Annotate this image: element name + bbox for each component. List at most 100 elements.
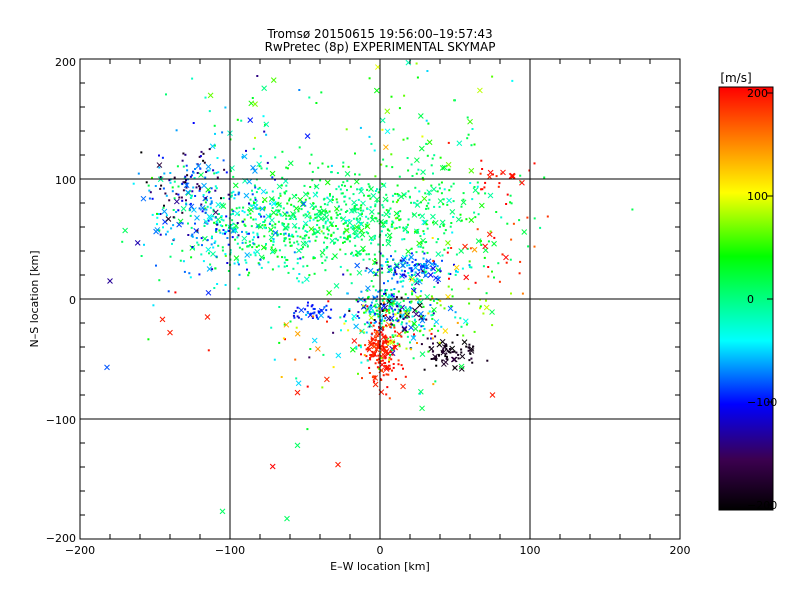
scatter-point (343, 184, 346, 187)
scatter-point (360, 187, 363, 190)
scatter-point (368, 325, 371, 328)
scatter-point (285, 184, 288, 187)
scatter-point (381, 214, 384, 217)
scatter-point (349, 273, 352, 276)
scatter-point-x (319, 249, 326, 256)
scatter-point (263, 206, 266, 209)
scatter-point (377, 243, 380, 246)
scatter-point (372, 324, 375, 327)
scatter-point (382, 226, 385, 228)
scatter-point (230, 194, 233, 197)
scatter-point (183, 270, 186, 273)
scatter-point (485, 299, 487, 302)
scatter-point (281, 176, 284, 179)
scatter-point-x (426, 139, 433, 146)
scatter-point (393, 347, 396, 350)
scatter-point (253, 236, 255, 239)
scatter-point (408, 267, 411, 270)
scatter-point (326, 203, 329, 206)
scatter-point (358, 226, 361, 229)
scatter-point (381, 264, 384, 267)
scatter-point (216, 157, 219, 159)
scatter-point (376, 335, 379, 338)
scatter-point (383, 309, 386, 312)
scatter-point (278, 249, 281, 252)
scatter-point (445, 352, 448, 355)
scatter-point (158, 229, 161, 232)
scatter-point (381, 295, 384, 297)
scatter-point (351, 251, 353, 254)
scatter-point (252, 231, 255, 234)
scatter-point (382, 244, 384, 246)
scatter-point (382, 158, 385, 161)
scatter-point (281, 150, 284, 153)
scatter-point-x (276, 183, 283, 190)
scatter-point (342, 273, 345, 276)
scatter-point (432, 299, 435, 302)
scatter-point (381, 204, 384, 207)
scatter-point (362, 304, 365, 307)
scatter-point (414, 318, 416, 321)
scatter-point (440, 181, 443, 184)
scatter-point (422, 265, 425, 268)
scatter-point (243, 218, 246, 221)
scatter-point (290, 235, 293, 238)
scatter-point (190, 234, 193, 237)
scatter-point (383, 220, 386, 223)
scatter-point (395, 227, 398, 229)
scatter-point (272, 238, 275, 241)
scatter-point-x (461, 339, 468, 345)
scatter-point (442, 351, 445, 354)
scatter-point (357, 208, 360, 211)
scatter-point (392, 324, 395, 327)
scatter-point (430, 337, 433, 340)
scatter-point (347, 165, 350, 168)
scatter-point (402, 226, 405, 229)
scatter-point (452, 200, 455, 203)
scatter-point (355, 217, 358, 220)
scatter-point (156, 223, 158, 226)
scatter-point (178, 196, 181, 199)
scatter-point (468, 266, 471, 269)
scatter-point (399, 218, 402, 221)
scatter-point (364, 344, 367, 347)
scatter-point (380, 163, 383, 166)
scatter-point (423, 263, 425, 265)
scatter-point-x (351, 199, 357, 206)
scatter-point (199, 155, 202, 158)
scatter-point (413, 333, 415, 336)
scatter-point-x (269, 170, 276, 177)
scatter-point (188, 272, 191, 275)
scatter-point (392, 295, 395, 298)
scatter-point (479, 305, 482, 308)
scatter-point (366, 224, 369, 227)
scatter-point (406, 261, 409, 264)
scatter-point-x (462, 318, 469, 325)
scatter-point (427, 350, 430, 353)
scatter-point (191, 246, 194, 248)
scatter-point (471, 361, 474, 364)
scatter-point (216, 223, 219, 226)
scatter-point (373, 314, 376, 317)
scatter-point (325, 247, 328, 250)
scatter-point (370, 280, 373, 282)
scatter-point (151, 213, 154, 216)
scatter-point (376, 200, 378, 203)
scatter-point (323, 197, 326, 200)
scatter-point (491, 270, 493, 273)
scatter-point (204, 176, 207, 179)
scatter-point (308, 356, 311, 359)
scatter-point (196, 172, 199, 174)
scatter-point-x (261, 85, 268, 92)
scatter-point (175, 192, 178, 195)
scatter-point-x (252, 168, 258, 174)
scatter-point-x (260, 244, 267, 251)
scatter-point (369, 206, 372, 209)
scatter-point (443, 248, 446, 251)
scatter-point (382, 206, 385, 209)
scatter-point (285, 166, 288, 169)
scatter-point (238, 273, 241, 276)
scatter-point (181, 211, 184, 214)
scatter-point (224, 232, 226, 235)
scatter-point (366, 348, 369, 351)
